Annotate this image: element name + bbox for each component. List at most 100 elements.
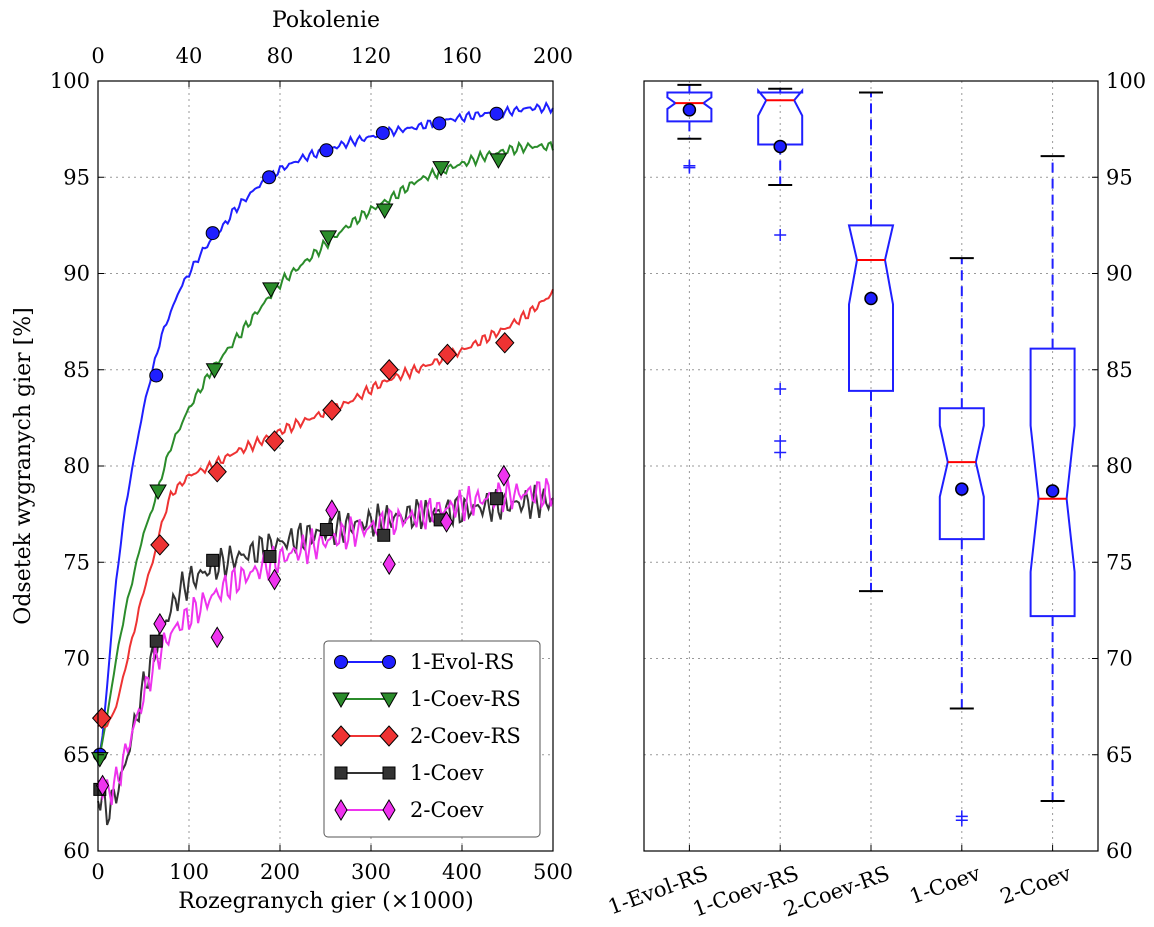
series-marker-1-Coev [149,634,163,648]
box-body [666,91,713,123]
top-x-tick-label: 200 [533,44,573,68]
mean-marker [1045,484,1060,498]
series-marker-2-Coev [210,626,224,649]
x-tick-label: 100 [169,860,209,884]
series-marker-1-Coev-RS [149,484,167,501]
x-tick-label: 2-Coev-RS [780,861,892,921]
y-tick-label: 70 [63,647,90,671]
legend-label: 2-Coev-RS [410,724,521,748]
series-marker-1-Coev-RS [90,752,109,768]
y-tick-label: 60 [1106,839,1133,863]
legend-label: 1-Evol-RS [410,650,514,674]
series-marker-2-Coev [497,464,511,487]
box-2-Coev-RS [847,91,895,593]
y-tick-label: 65 [63,743,90,767]
series-marker-1-Coev-RS [489,153,508,169]
mean-marker [773,139,787,154]
legend-entry: 1-Evol-RS [334,650,514,674]
y-tick-label: 65 [1106,743,1133,767]
top-x-tick-label: 0 [91,44,104,68]
legend-marker [334,799,348,821]
legend-marker [382,799,396,821]
outlier-marker [774,446,787,459]
series-line-2-Coev [97,478,554,806]
legend-entry: 1-Coev-RS [332,687,521,711]
series-marker-1-Coev-RS [319,230,338,246]
legend-marker [380,692,398,709]
series-marker-1-Evol-RS [432,116,447,131]
series-marker-2-Coev [325,499,339,522]
series-marker-1-Coev [206,553,220,567]
series-marker-2-Coev-RS [379,359,399,381]
outlier-marker [683,161,696,174]
series-marker-2-Coev-RS [322,399,342,421]
outlier-marker [774,229,787,241]
legend-marker [332,692,350,709]
outlier-marker [774,383,787,395]
series-marker-2-Coev-RS [495,332,515,354]
legend: 1-Evol-RS 1-Coev-RS 2-Coev-RS 1-Coev 2-Coev [323,640,541,838]
box-body [757,87,804,146]
legend-marker [379,725,399,747]
y-tick-label: 80 [63,454,90,478]
x-tick-label: 2-Coev [997,861,1074,909]
series-marker-1-Coev-RS [432,161,450,177]
y-tick-label: 60 [63,839,90,863]
box-1-Coev-RS [757,87,804,459]
y-tick-label: 90 [63,262,90,286]
outlier-marker [774,434,787,447]
series-marker-2-Coev-RS [207,461,227,483]
box-body [1029,347,1076,618]
legend-entry: 2-Coev [334,798,484,822]
boxplot-panel: 60657075808590951001-Evol-RS1-Coev-RS2-C… [605,69,1146,922]
legend-marker [334,655,348,669]
series-marker-2-Coev-RS [91,707,112,729]
legend-label: 1-Coev-RS [410,687,521,711]
series-marker-1-Coev-RS [205,363,224,379]
series-marker-1-Coev [263,549,277,563]
mean-marker [955,482,969,496]
series-marker-1-Evol-RS [149,368,164,383]
series-marker-2-Coev [382,553,396,576]
box-2-Coev [1029,155,1076,802]
top-x-tick-label: 160 [442,44,482,68]
legend-label: 2-Coev [410,798,484,822]
mean-marker [864,291,878,306]
y-tick-label: 80 [1106,454,1133,478]
outlier-marker [955,814,968,827]
series-marker-1-Coev [490,492,504,506]
top-x-tick-label: 120 [351,44,391,68]
series-marker-1-Coev-RS [375,203,394,219]
legend-marker [331,725,351,747]
mean-marker [682,103,697,117]
legend-label: 1-Coev [410,761,484,785]
x-axis-label: Rozegranych gier (×1000) [178,889,473,914]
series-marker-1-Evol-RS [375,125,390,140]
y-tick-label: 75 [63,550,90,574]
top-x-axis-label: Pokolenie [272,8,380,33]
y-tick-label: 90 [1106,262,1133,286]
y-tick-label: 85 [1106,358,1133,382]
x-tick-label: 500 [533,860,573,884]
legend-entry: 2-Coev-RS [331,724,521,748]
box-body [847,224,895,392]
x-tick-label: 200 [260,860,300,884]
series-marker-2-Coev-RS [264,430,285,452]
series-marker-2-Coev [153,612,167,635]
y-tick-label: 100 [1106,69,1146,93]
top-x-tick-label: 80 [267,44,294,68]
series-line-1-Coev [97,484,554,826]
series-marker-2-Coev-RS [437,343,458,366]
legend-box [323,640,541,838]
y-tick-label: 95 [1106,165,1133,189]
series-marker-1-Evol-RS [489,106,504,121]
series-line-1-Coev-RS [97,140,554,764]
x-tick-label: 400 [442,860,482,884]
legend-entry: 1-Coev [334,761,484,785]
y-tick-label: 70 [1106,647,1133,671]
box-1-Coev [938,257,985,827]
series-marker-1-Evol-RS [319,143,334,158]
box-body [938,407,985,541]
y-tick-label: 75 [1106,550,1133,574]
